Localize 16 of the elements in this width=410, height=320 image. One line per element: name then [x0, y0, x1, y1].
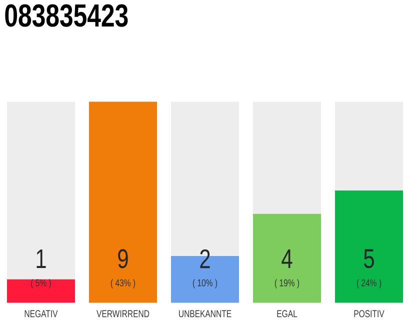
annotation: 1 — [36, 249, 46, 268]
data-label: ( 43% ) — [110, 279, 136, 288]
annotation: 9 — [118, 249, 128, 268]
annotation: 4 — [282, 249, 292, 268]
x-tick-label: UNBEKANNTE — [179, 310, 232, 318]
data-label: ( 5% ) — [31, 279, 51, 288]
x-tick-label: VERWIRREND — [96, 310, 150, 318]
data-label: ( 10% ) — [192, 279, 218, 288]
x-tick-label: EGAL — [277, 310, 298, 318]
x-tick-label: NEGATIV — [24, 310, 58, 318]
annotation: 5 — [364, 249, 374, 268]
data-label: ( 24% ) — [356, 279, 382, 288]
bar — [7, 279, 75, 303]
x-tick-label: POSITIV — [354, 310, 384, 318]
data-label: ( 19% ) — [274, 279, 300, 288]
chart-title: 083835423 — [5, 4, 128, 27]
